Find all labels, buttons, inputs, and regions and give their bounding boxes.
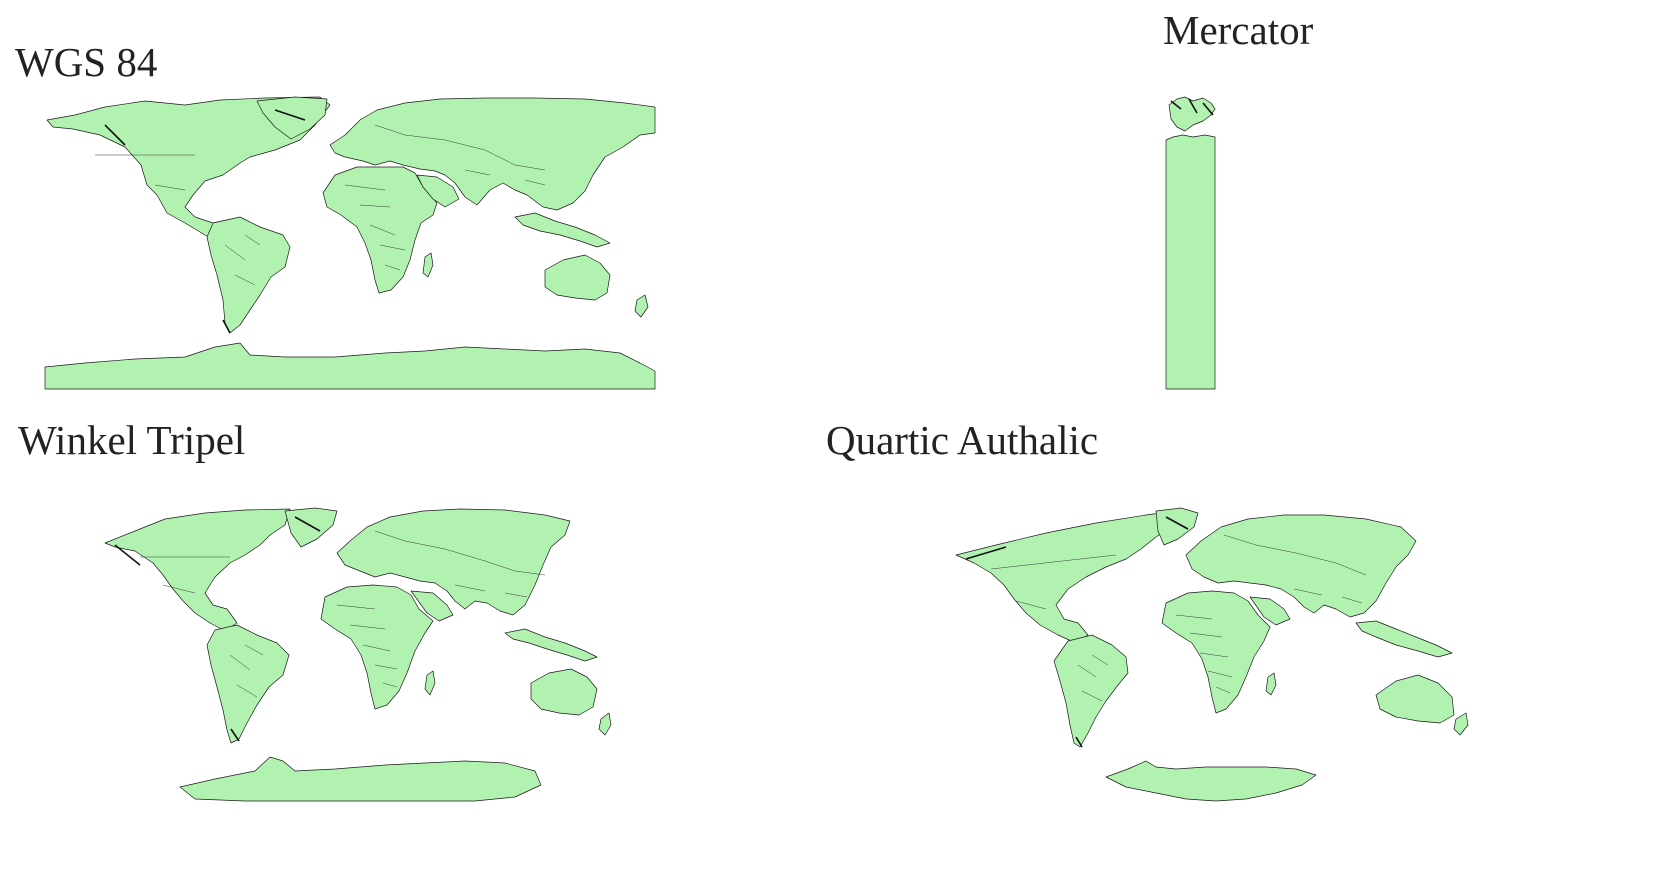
landmass-africa <box>322 166 438 294</box>
landmass-africa <box>1161 590 1271 714</box>
landmass-eurasia <box>1185 514 1417 618</box>
landmass-mercator-southern-band <box>1165 134 1216 390</box>
landmass-mercator-northern <box>1168 96 1216 132</box>
country-borders <box>95 124 546 286</box>
landmass-arabia <box>1249 596 1291 626</box>
map-title-winkel: Winkel Tripel <box>18 417 246 463</box>
landmass-antarctica <box>179 756 542 802</box>
landmass-south-america <box>206 624 290 744</box>
map-mercator <box>1165 96 1216 390</box>
landmass-south-america <box>1053 634 1129 748</box>
map-title-wgs84: WGS 84 <box>15 39 158 85</box>
landmass-antarctica <box>44 342 656 390</box>
landmass-arabia <box>416 174 460 208</box>
landmass-southeast-asia-islands <box>504 628 598 662</box>
landmass-north-america <box>46 96 331 246</box>
landmass-greenland <box>284 507 338 548</box>
landmass-antarctica <box>1105 760 1317 802</box>
landmass-southeast-asia-islands <box>514 212 611 248</box>
map-title-quartic: Quartic Authalic <box>826 417 1099 463</box>
landmass-arabia <box>410 590 454 622</box>
map-wgs84 <box>44 96 656 390</box>
map-winkel <box>104 507 612 802</box>
landmass-greenland <box>1155 507 1199 546</box>
landmass-australia <box>544 254 611 301</box>
landmass-eurasia <box>336 508 571 616</box>
landmass-madagascar <box>424 670 436 696</box>
country-borders <box>990 534 1367 702</box>
landmass-africa <box>320 584 434 710</box>
landmass-australia <box>1375 674 1455 724</box>
landmass-southeast-asia-islands <box>1355 620 1453 658</box>
landmass-new-zealand <box>598 712 612 736</box>
landmass-north-america <box>955 510 1177 644</box>
landmass-north-america <box>104 508 291 632</box>
map-quartic <box>955 507 1469 802</box>
landmass-south-america <box>206 216 291 334</box>
coastline-detail <box>114 516 321 742</box>
landmass-new-zealand <box>1453 712 1469 736</box>
landmass-new-zealand <box>634 294 649 318</box>
coastline-detail <box>965 516 1189 748</box>
landmass-australia <box>530 668 598 716</box>
coastline-mercator-detail <box>1170 98 1214 116</box>
landmass-madagascar <box>1265 672 1277 696</box>
landmass-greenland <box>256 96 328 140</box>
country-borders <box>140 530 546 698</box>
map-title-mercator: Mercator <box>1163 7 1314 53</box>
landmass-madagascar <box>422 252 434 278</box>
coastline-detail <box>104 109 306 334</box>
